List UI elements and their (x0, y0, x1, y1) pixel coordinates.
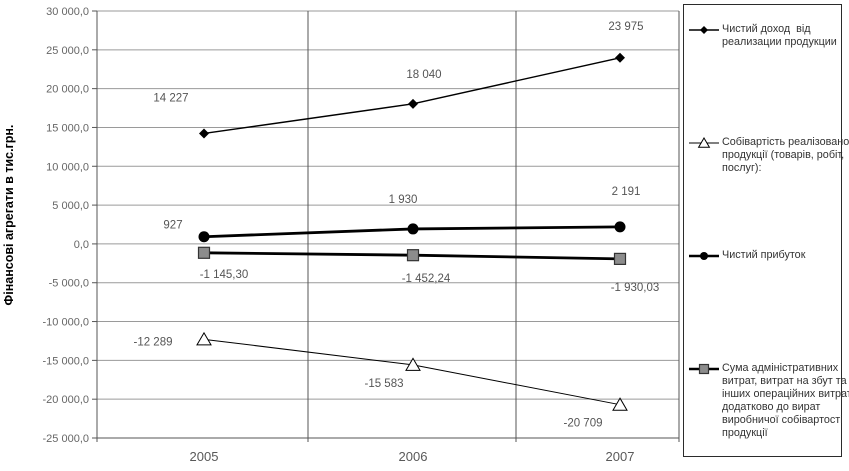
svg-text:-5 000,0: -5 000,0 (49, 278, 89, 290)
y-axis-title: Фінансові агрегати в тис.грн. (2, 124, 16, 306)
triangle-marker-icon (688, 136, 720, 148)
data-label: 927 (163, 220, 182, 232)
circle-marker-icon (688, 249, 720, 261)
diamond-marker-icon (688, 23, 720, 35)
gridlines (97, 10, 679, 439)
square-marker-icon (688, 362, 720, 375)
series-0: 14 227 18 040 23 975 (153, 21, 644, 139)
data-label: 18 040 (406, 69, 441, 81)
legend-label: Чистий доход від реализации продукции (722, 23, 837, 48)
series-3: -1 145,30 -1 452,24 -1 930,03 (197, 246, 660, 294)
data-label: -1 452,24 (402, 273, 451, 285)
svg-text:2006: 2006 (399, 449, 428, 464)
svg-text:-25 000,0: -25 000,0 (43, 433, 89, 445)
legend-label: Собівартість реалізованої продукції (тов… (722, 136, 849, 174)
plot-border (96, 11, 680, 439)
svg-text:0,0: 0,0 (74, 239, 89, 251)
svg-text:30 000,0: 30 000,0 (46, 6, 89, 18)
legend-label: Чистий прибуток (722, 249, 806, 261)
legend-item-net-profit: Чистий прибуток (688, 249, 805, 262)
data-label: 2 191 (612, 186, 641, 198)
svg-text:20 000,0: 20 000,0 (46, 84, 89, 96)
svg-text:10 000,0: 10 000,0 (46, 161, 89, 173)
legend-item-cost-of-sales: Собівартість реалізованої продукції (тов… (688, 136, 849, 175)
svg-text:2005: 2005 (190, 449, 219, 464)
x-axis-ticks: 2005 2006 2007 (96, 438, 680, 464)
series-2: 927 1 930 2 191 (163, 186, 641, 243)
data-label: 23 975 (608, 21, 643, 33)
legend-item-net-income: Чистий доход від реализации продукции (688, 23, 837, 49)
svg-text:25 000,0: 25 000,0 (46, 45, 89, 57)
series-1: -12 289 -15 583 -20 709 (133, 331, 628, 430)
svg-text:2007: 2007 (606, 449, 635, 464)
data-label: 14 227 (153, 92, 188, 104)
legend: Чистий доход від реализации продукции Со… (683, 4, 849, 457)
svg-text:15 000,0: 15 000,0 (46, 122, 89, 134)
svg-text:-10 000,0: -10 000,0 (43, 317, 89, 329)
legend-label: Сума адміністративних витрат, витрат на … (722, 362, 849, 439)
data-label: -15 583 (364, 378, 403, 390)
legend-item-admin-expenses: Сума адміністративних витрат, витрат на … (688, 362, 849, 440)
svg-text:5 000,0: 5 000,0 (52, 200, 89, 212)
data-label: 1 930 (389, 194, 418, 206)
data-label: -1 145,30 (200, 269, 249, 281)
data-label: -20 709 (563, 418, 602, 430)
y-axis-ticks: 30 000,0 25 000,0 20 000,0 15 000,0 10 000,0… (43, 6, 97, 445)
data-label: -1 930,03 (611, 282, 660, 294)
svg-text:-20 000,0: -20 000,0 (43, 394, 89, 406)
svg-text:-15 000,0: -15 000,0 (43, 355, 89, 367)
data-label: -12 289 (133, 336, 172, 348)
